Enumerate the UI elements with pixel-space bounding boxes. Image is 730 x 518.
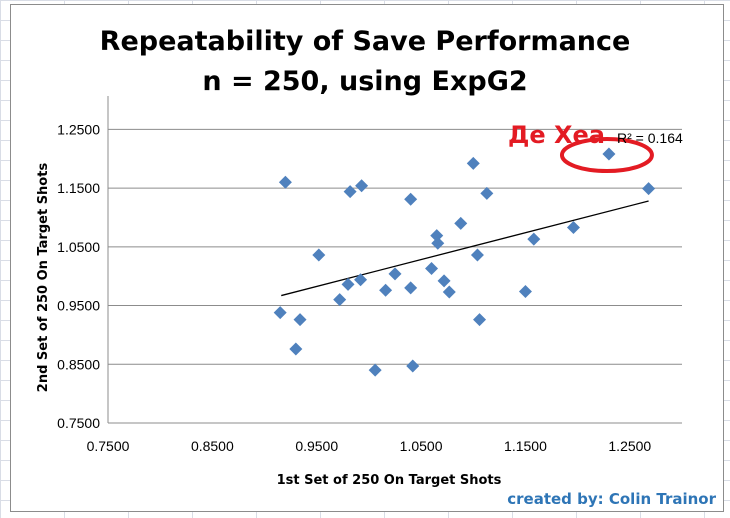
data-point	[466, 156, 480, 170]
data-point	[333, 293, 347, 307]
y-tick-label: 0.8500	[57, 356, 100, 372]
data-point	[293, 313, 307, 327]
data-point	[642, 182, 656, 196]
data-point	[355, 179, 369, 193]
data-point	[404, 192, 418, 206]
x-tick-label: 1.1500	[504, 438, 547, 454]
chart-title: Repeatability of Save Performance	[99, 26, 631, 57]
data-point	[437, 274, 451, 288]
data-point	[602, 147, 616, 161]
y-axis-title: 2nd Set of 250 On Target Shots	[36, 163, 51, 393]
data-point	[473, 313, 487, 327]
trendline	[281, 200, 649, 297]
x-tick-label: 0.9500	[295, 438, 338, 454]
data-point	[278, 175, 292, 189]
credit-text: created by: Colin Trainor	[507, 490, 716, 508]
data-point	[406, 359, 420, 373]
data-point	[442, 285, 456, 299]
data-point	[431, 236, 445, 250]
y-tick-label: 1.0500	[57, 239, 100, 255]
data-point	[404, 281, 418, 295]
data-point	[343, 185, 357, 199]
data-point	[379, 283, 393, 297]
r-squared-label: R² = 0.164	[617, 130, 683, 146]
x-axis-title: 1st Set of 250 On Target Shots	[277, 473, 502, 488]
data-point	[341, 277, 355, 291]
x-tick-label: 0.8500	[191, 438, 234, 454]
x-tick-label: 1.2500	[608, 438, 651, 454]
y-tick-label: 1.2500	[57, 121, 100, 137]
data-point	[566, 220, 580, 234]
data-point	[518, 284, 532, 298]
y-tick-label: 0.7500	[57, 415, 100, 431]
y-tick-label: 0.9500	[57, 298, 100, 314]
x-tick-label: 0.7500	[87, 438, 130, 454]
data-point	[425, 262, 439, 276]
x-tick-label: 1.0500	[400, 438, 443, 454]
data-point	[454, 216, 468, 230]
data-point	[470, 248, 484, 262]
data-point	[527, 232, 541, 246]
data-point	[354, 273, 368, 287]
chart-subtitle: n = 250, using ExpG2	[202, 66, 528, 97]
data-point	[388, 267, 402, 281]
chart-area[interactable]	[10, 4, 724, 512]
y-tick-label: 1.1500	[57, 180, 100, 196]
data-point	[273, 306, 287, 320]
data-point	[312, 248, 326, 262]
data-point	[289, 342, 303, 356]
data-point	[368, 363, 382, 377]
highlight-ellipse	[559, 137, 654, 174]
data-point	[480, 186, 494, 200]
data-point	[430, 229, 444, 243]
annotation-label: Де Хеа	[508, 121, 605, 149]
